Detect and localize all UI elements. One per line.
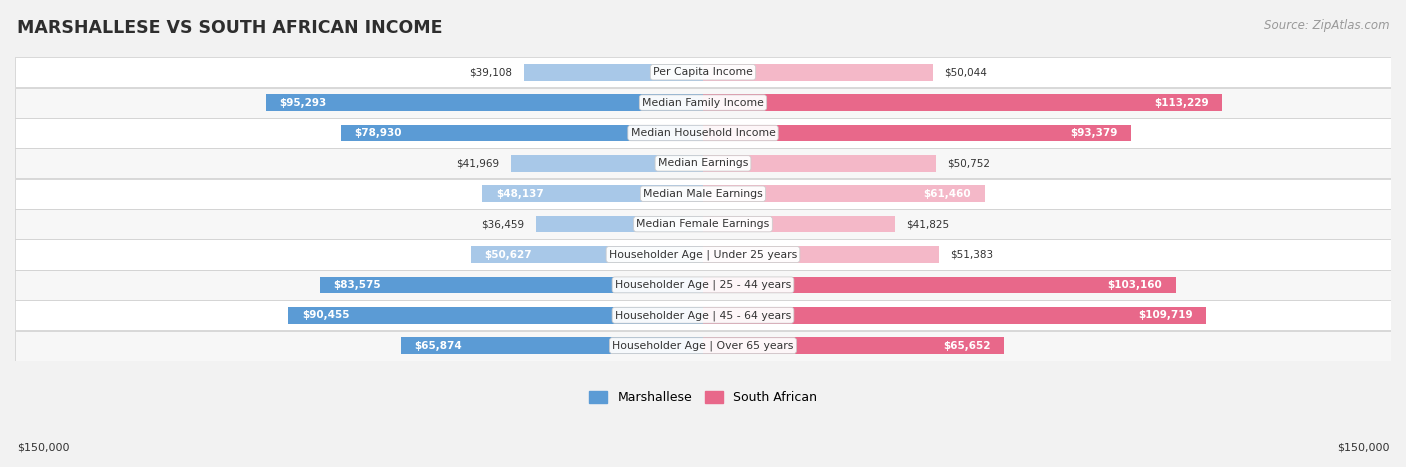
Text: Householder Age | 45 - 64 years: Householder Age | 45 - 64 years — [614, 310, 792, 320]
Text: Householder Age | Over 65 years: Householder Age | Over 65 years — [612, 340, 794, 351]
FancyBboxPatch shape — [15, 300, 1391, 330]
Bar — [319, 276, 703, 293]
Text: Householder Age | Under 25 years: Householder Age | Under 25 years — [609, 249, 797, 260]
Text: $150,000: $150,000 — [1337, 443, 1389, 453]
Bar — [703, 155, 936, 172]
Bar — [523, 64, 703, 81]
FancyBboxPatch shape — [15, 149, 1391, 178]
Bar — [703, 276, 1177, 293]
Bar — [266, 94, 703, 111]
Bar — [703, 216, 894, 233]
Text: $150,000: $150,000 — [17, 443, 69, 453]
Text: Median Earnings: Median Earnings — [658, 158, 748, 169]
Text: $109,719: $109,719 — [1137, 310, 1192, 320]
Bar — [703, 246, 939, 263]
FancyBboxPatch shape — [15, 270, 1391, 300]
Bar — [703, 185, 984, 202]
Text: Per Capita Income: Per Capita Income — [652, 67, 754, 77]
Text: $39,108: $39,108 — [470, 67, 512, 77]
Text: Median Male Earnings: Median Male Earnings — [643, 189, 763, 199]
Text: Source: ZipAtlas.com: Source: ZipAtlas.com — [1264, 19, 1389, 32]
Text: $78,930: $78,930 — [354, 128, 402, 138]
Bar — [401, 337, 703, 354]
Text: $93,379: $93,379 — [1070, 128, 1118, 138]
Text: $95,293: $95,293 — [280, 98, 328, 107]
Text: $50,752: $50,752 — [948, 158, 990, 169]
FancyBboxPatch shape — [15, 331, 1391, 361]
Text: Median Household Income: Median Household Income — [630, 128, 776, 138]
FancyBboxPatch shape — [15, 179, 1391, 209]
Bar — [703, 94, 1222, 111]
FancyBboxPatch shape — [15, 118, 1391, 148]
Bar — [703, 64, 932, 81]
Legend: Marshallese, South African: Marshallese, South African — [583, 386, 823, 409]
Bar — [703, 125, 1132, 142]
Text: $90,455: $90,455 — [302, 310, 349, 320]
Text: $50,627: $50,627 — [485, 249, 533, 260]
FancyBboxPatch shape — [15, 87, 1391, 118]
Text: $65,652: $65,652 — [943, 340, 990, 351]
Bar — [342, 125, 703, 142]
Bar — [536, 216, 703, 233]
Text: $113,229: $113,229 — [1154, 98, 1209, 107]
Text: Householder Age | 25 - 44 years: Householder Age | 25 - 44 years — [614, 280, 792, 290]
FancyBboxPatch shape — [15, 57, 1391, 87]
Text: $103,160: $103,160 — [1108, 280, 1163, 290]
Text: MARSHALLESE VS SOUTH AFRICAN INCOME: MARSHALLESE VS SOUTH AFRICAN INCOME — [17, 19, 443, 37]
Bar — [510, 155, 703, 172]
Bar — [482, 185, 703, 202]
Text: $50,044: $50,044 — [943, 67, 987, 77]
Bar — [471, 246, 703, 263]
Text: $41,969: $41,969 — [456, 158, 499, 169]
Bar — [703, 307, 1206, 324]
Text: Median Female Earnings: Median Female Earnings — [637, 219, 769, 229]
Text: $36,459: $36,459 — [481, 219, 524, 229]
Text: $61,460: $61,460 — [924, 189, 972, 199]
FancyBboxPatch shape — [15, 209, 1391, 239]
Bar — [703, 337, 1004, 354]
Text: $51,383: $51,383 — [950, 249, 993, 260]
Text: $65,874: $65,874 — [415, 340, 463, 351]
Text: Median Family Income: Median Family Income — [643, 98, 763, 107]
Bar — [288, 307, 703, 324]
FancyBboxPatch shape — [15, 240, 1391, 269]
Text: $83,575: $83,575 — [333, 280, 381, 290]
Text: $41,825: $41,825 — [907, 219, 949, 229]
Text: $48,137: $48,137 — [496, 189, 544, 199]
